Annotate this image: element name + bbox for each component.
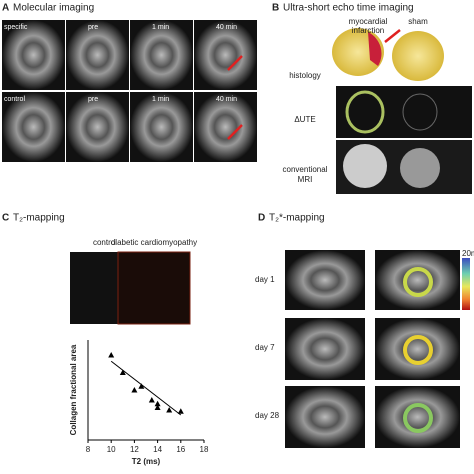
point: [148, 397, 155, 403]
label: control: [93, 238, 117, 247]
label: 1 min: [152, 96, 169, 103]
point: [154, 404, 161, 410]
label: control: [4, 96, 25, 103]
x-tick-label: 16: [176, 445, 185, 454]
x-tick-label: 10: [107, 445, 116, 454]
image-layer: [2, 20, 472, 448]
label: pre: [88, 96, 98, 103]
point: [154, 400, 161, 407]
label: C: [2, 213, 9, 224]
label: D: [258, 213, 265, 224]
point: [108, 352, 115, 358]
label: 40 min: [216, 96, 237, 103]
fit-line: [110, 360, 182, 416]
label: specific: [4, 24, 28, 31]
point: [131, 387, 138, 393]
label: myocardial: [349, 17, 388, 26]
label: infarction: [352, 26, 384, 35]
label: Molecular imaging: [13, 3, 94, 14]
label: diabetic cardiomyopathy: [111, 238, 197, 247]
label: day 28: [255, 411, 280, 420]
label: A: [2, 3, 9, 14]
label: day 7: [255, 343, 275, 352]
point: [138, 383, 145, 389]
label: day 1: [255, 275, 275, 284]
label: T₂*-mapping: [269, 213, 325, 224]
point: [119, 369, 126, 375]
x-axis-label: T2 (ms): [132, 457, 161, 466]
label: Ultra-short echo time imaging: [283, 3, 414, 14]
label: histology: [289, 71, 321, 80]
label: ΔUTE: [294, 115, 315, 124]
x-tick-label: 8: [86, 445, 91, 454]
x-tick-label: 12: [130, 445, 139, 454]
x-tick-label: 14: [153, 445, 162, 454]
point: [177, 408, 184, 414]
label: 1 min: [152, 24, 169, 31]
label: sham: [408, 17, 428, 26]
x-tick-label: 18: [200, 445, 209, 454]
label: MRI: [298, 175, 313, 184]
y-axis-label: Collagen fractional area: [69, 344, 78, 435]
label: conventional: [283, 165, 328, 174]
label: 20ms: [462, 249, 474, 258]
label: B: [272, 3, 279, 14]
point: [166, 407, 173, 413]
label: 40 min: [216, 24, 237, 31]
label: T₂-mapping: [13, 213, 65, 224]
label: pre: [88, 24, 98, 31]
